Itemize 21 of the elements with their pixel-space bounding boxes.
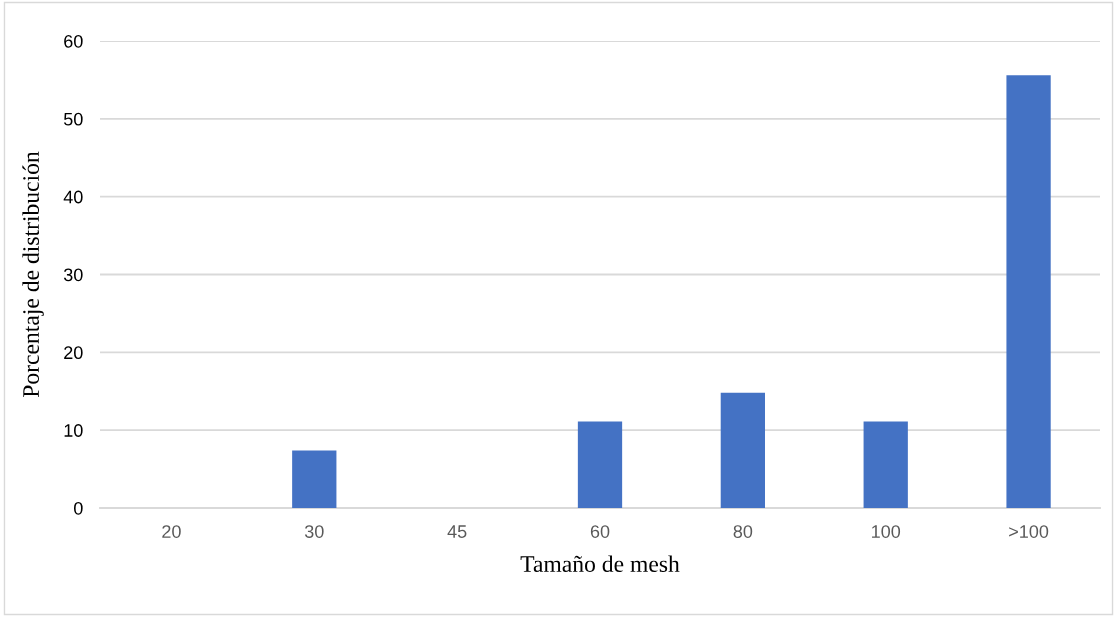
y-tick-label: 0 xyxy=(74,501,83,515)
bar xyxy=(863,421,908,508)
bar xyxy=(577,421,623,508)
x-tick-label: >100 xyxy=(1009,525,1049,538)
y-axis-title: Porcentaje de distribución xyxy=(22,151,44,398)
x-tick-label: 80 xyxy=(733,525,753,538)
y-tick-label: 10 xyxy=(64,424,83,437)
y-tick-label: 40 xyxy=(63,190,83,204)
bar xyxy=(292,450,337,508)
y-tick-label: 60 xyxy=(64,34,83,48)
y-tick-label: 20 xyxy=(64,346,83,360)
bar xyxy=(1006,75,1051,508)
x-tick-label: 20 xyxy=(162,525,181,538)
y-tick-label: 30 xyxy=(63,268,83,282)
x-tick-label: 45 xyxy=(447,525,467,538)
y-tick-label: 50 xyxy=(63,112,83,126)
x-tick-label: 60 xyxy=(590,525,610,538)
bar xyxy=(720,392,765,508)
x-tick-label: 100 xyxy=(872,525,901,538)
x-tick-label: 30 xyxy=(304,525,324,538)
x-axis-title: Tamaño de mesh xyxy=(520,555,680,572)
